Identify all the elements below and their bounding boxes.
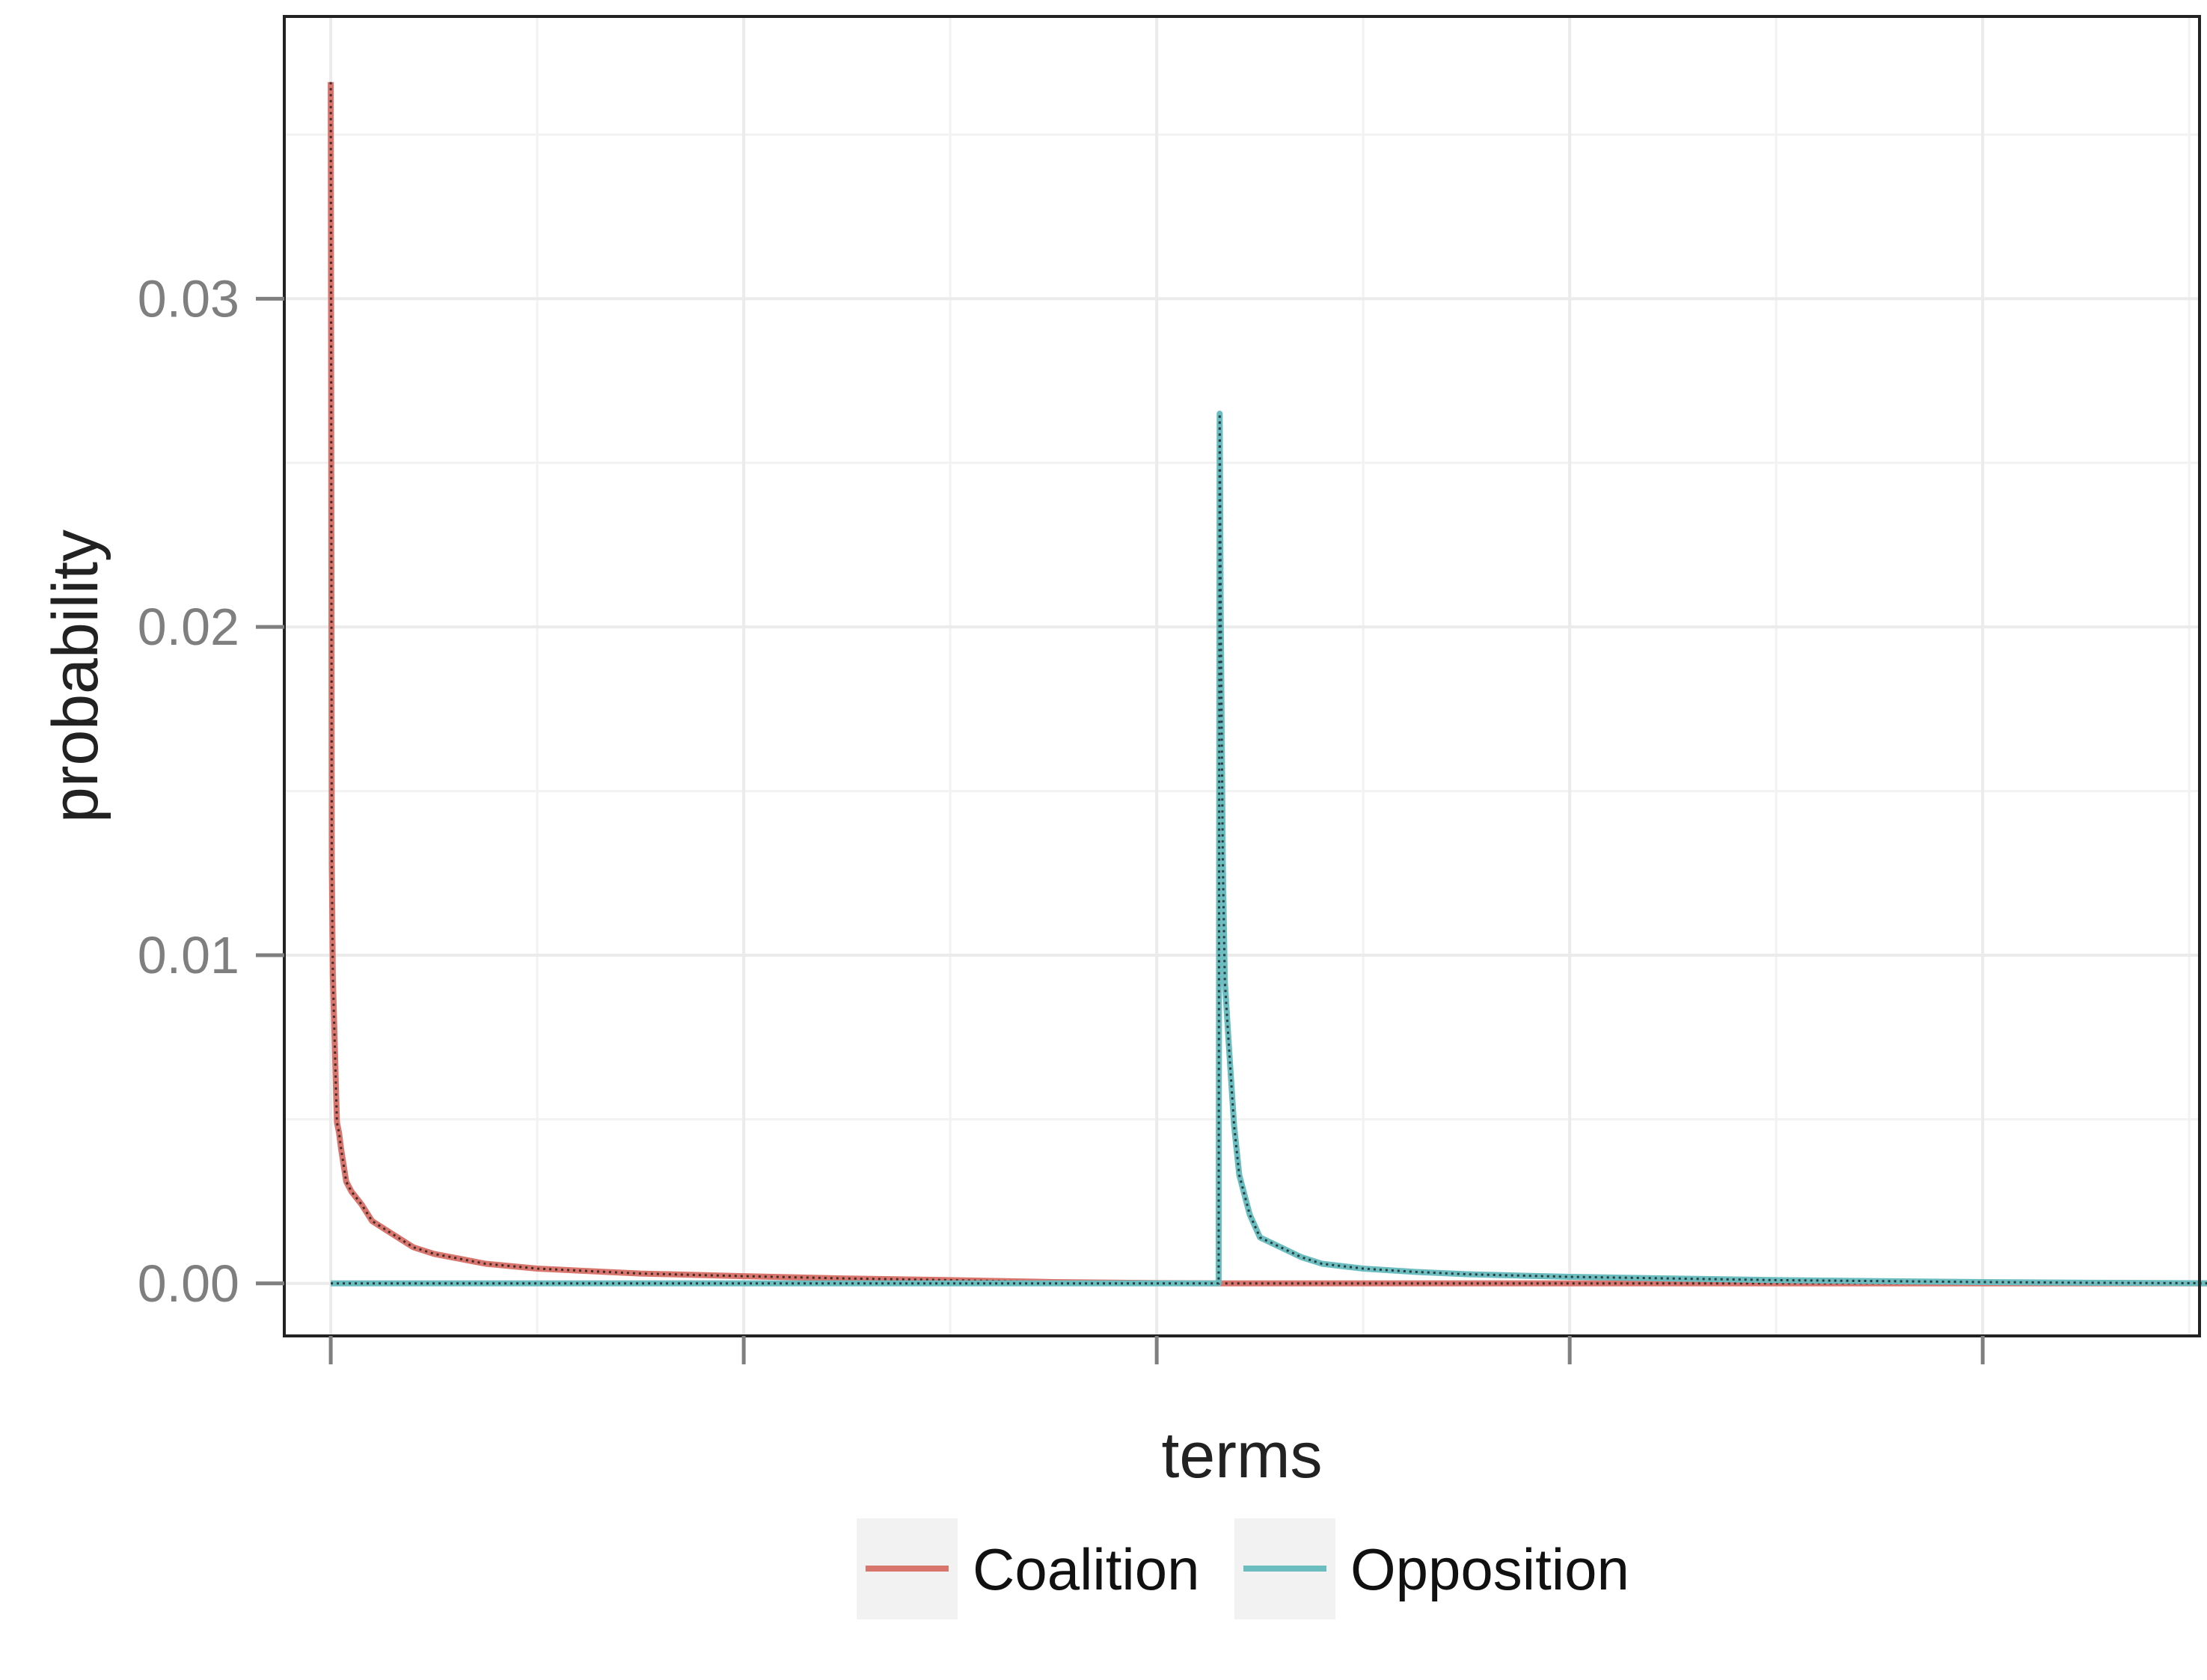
y-axis-title: probability — [40, 530, 111, 823]
x-axis-title: terms — [1162, 1420, 1323, 1492]
legend-item-coalition: Coalition — [857, 1518, 1200, 1619]
legend: Coalition Opposition — [857, 1518, 1629, 1619]
legend-label-coalition: Coalition — [973, 1536, 1200, 1602]
axis-ticks: 0.00 0.01 0.02 0.03 — [138, 269, 1985, 1364]
y-tick-label: 0.03 — [138, 269, 239, 328]
y-tick-label: 0.00 — [138, 1254, 239, 1313]
legend-item-opposition: Opposition — [1234, 1518, 1629, 1619]
series-lines — [328, 82, 2207, 1287]
y-tick-label: 0.02 — [138, 598, 239, 656]
legend-label-opposition: Opposition — [1350, 1536, 1629, 1602]
plot-background — [284, 16, 2200, 1336]
series-line-coalition — [328, 82, 2207, 1287]
series-points-opposition — [331, 413, 2207, 1285]
plot-border — [283, 15, 2201, 1337]
y-tick-label: 0.01 — [138, 926, 239, 984]
